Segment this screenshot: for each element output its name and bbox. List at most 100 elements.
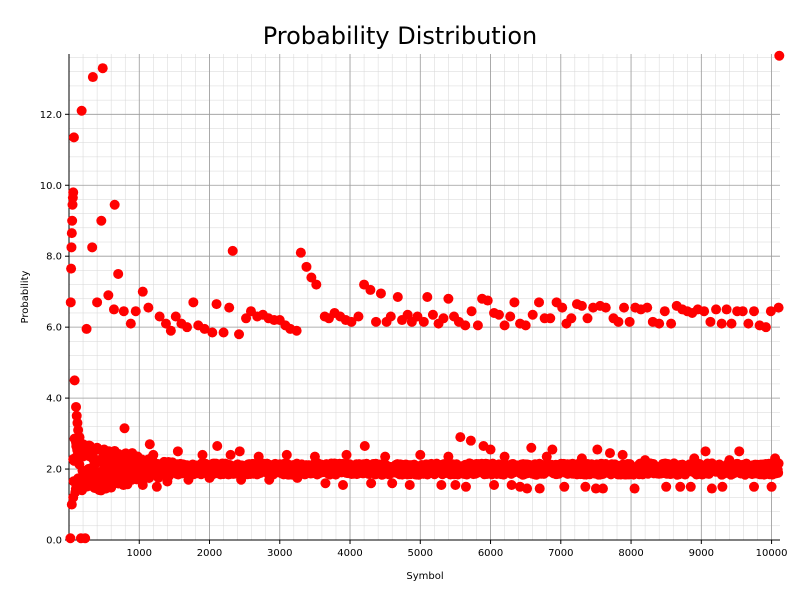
data-point [427,309,438,320]
data-point [541,451,552,462]
data-point [301,261,312,272]
x-tick-label: 3000 [267,548,292,559]
data-point [320,478,331,489]
data-point [547,444,558,455]
data-point [760,322,771,333]
data-point [576,453,587,464]
data-point [506,480,517,491]
data-point [534,297,545,308]
data-point [590,483,601,494]
data-point [380,451,391,462]
data-point [87,242,98,253]
data-point [455,432,466,443]
data-point [143,302,154,313]
y-tick-label: 8.0 [46,252,62,263]
data-point [371,316,382,327]
chart-title: Probability Distribution [263,22,538,50]
data-point [162,476,173,487]
data-point [170,311,181,322]
data-point [96,215,107,226]
data-point [724,455,735,466]
data-point [617,449,628,460]
data-point [624,316,635,327]
data-point [67,199,78,210]
data-point [151,481,162,492]
data-point [148,449,159,460]
data-point [773,302,784,313]
data-point [675,481,686,492]
x-tick-label: 2000 [197,548,222,559]
data-point [137,480,148,491]
data-point [774,50,785,61]
data-point [706,483,717,494]
data-point [172,446,183,457]
data-point [67,215,78,226]
data-point [580,481,591,492]
data-point [460,481,471,492]
data-point [415,449,426,460]
data-point [76,105,87,116]
data-point [199,323,210,334]
data-point [629,483,640,494]
data-point [68,132,79,143]
data-point [509,297,520,308]
data-point [392,292,403,302]
data-point [619,302,630,313]
data-point [338,480,349,491]
data-point [576,300,587,311]
data-point [766,481,777,492]
y-tick-label: 2.0 [46,465,62,476]
data-point [81,323,92,334]
data-point [66,228,77,239]
data-point [109,199,120,210]
data-point [68,187,79,198]
data-point [422,292,433,302]
data-point [375,288,386,299]
data-point [253,451,264,462]
data-point [292,472,303,483]
data-point [613,316,624,327]
data-point [527,309,538,320]
data-point [705,316,716,327]
data-point [592,444,603,455]
y-tick-label: 6.0 [46,323,62,334]
data-point [559,481,570,492]
data-point [726,318,737,329]
data-point [281,449,292,460]
data-point [520,320,531,331]
x-tick-label: 6000 [478,548,503,559]
tick-labels: 1000 2000 3000 4000 5000 6000 7000 8000 9000 1000… [40,110,788,559]
y-tick-label: 12.0 [40,110,62,121]
data-point [234,446,245,457]
data-point [526,442,537,453]
y-axis-label: Probability [20,270,31,323]
data-point [557,302,568,313]
data-point [734,446,745,457]
data-point [604,448,615,459]
data-point [387,478,398,489]
data-point [534,483,545,494]
data-point [545,313,556,324]
data-point [87,72,98,83]
data-point [689,453,700,464]
data-point [485,444,496,455]
data-point [236,474,247,485]
data-point [661,481,672,492]
data-point [465,435,476,446]
data-point [103,290,114,301]
data-point [566,313,577,324]
data-point [306,272,317,283]
data-point [125,318,136,329]
data-point [264,474,275,485]
data-point [749,481,760,492]
y-tick-label: 4.0 [46,394,62,405]
data-point [211,299,222,310]
data-point [218,327,229,338]
data-point [291,325,302,336]
x-axis-label: Symbol [406,571,443,582]
data-point [154,311,165,322]
data-point [109,446,120,457]
data-point [642,302,653,313]
